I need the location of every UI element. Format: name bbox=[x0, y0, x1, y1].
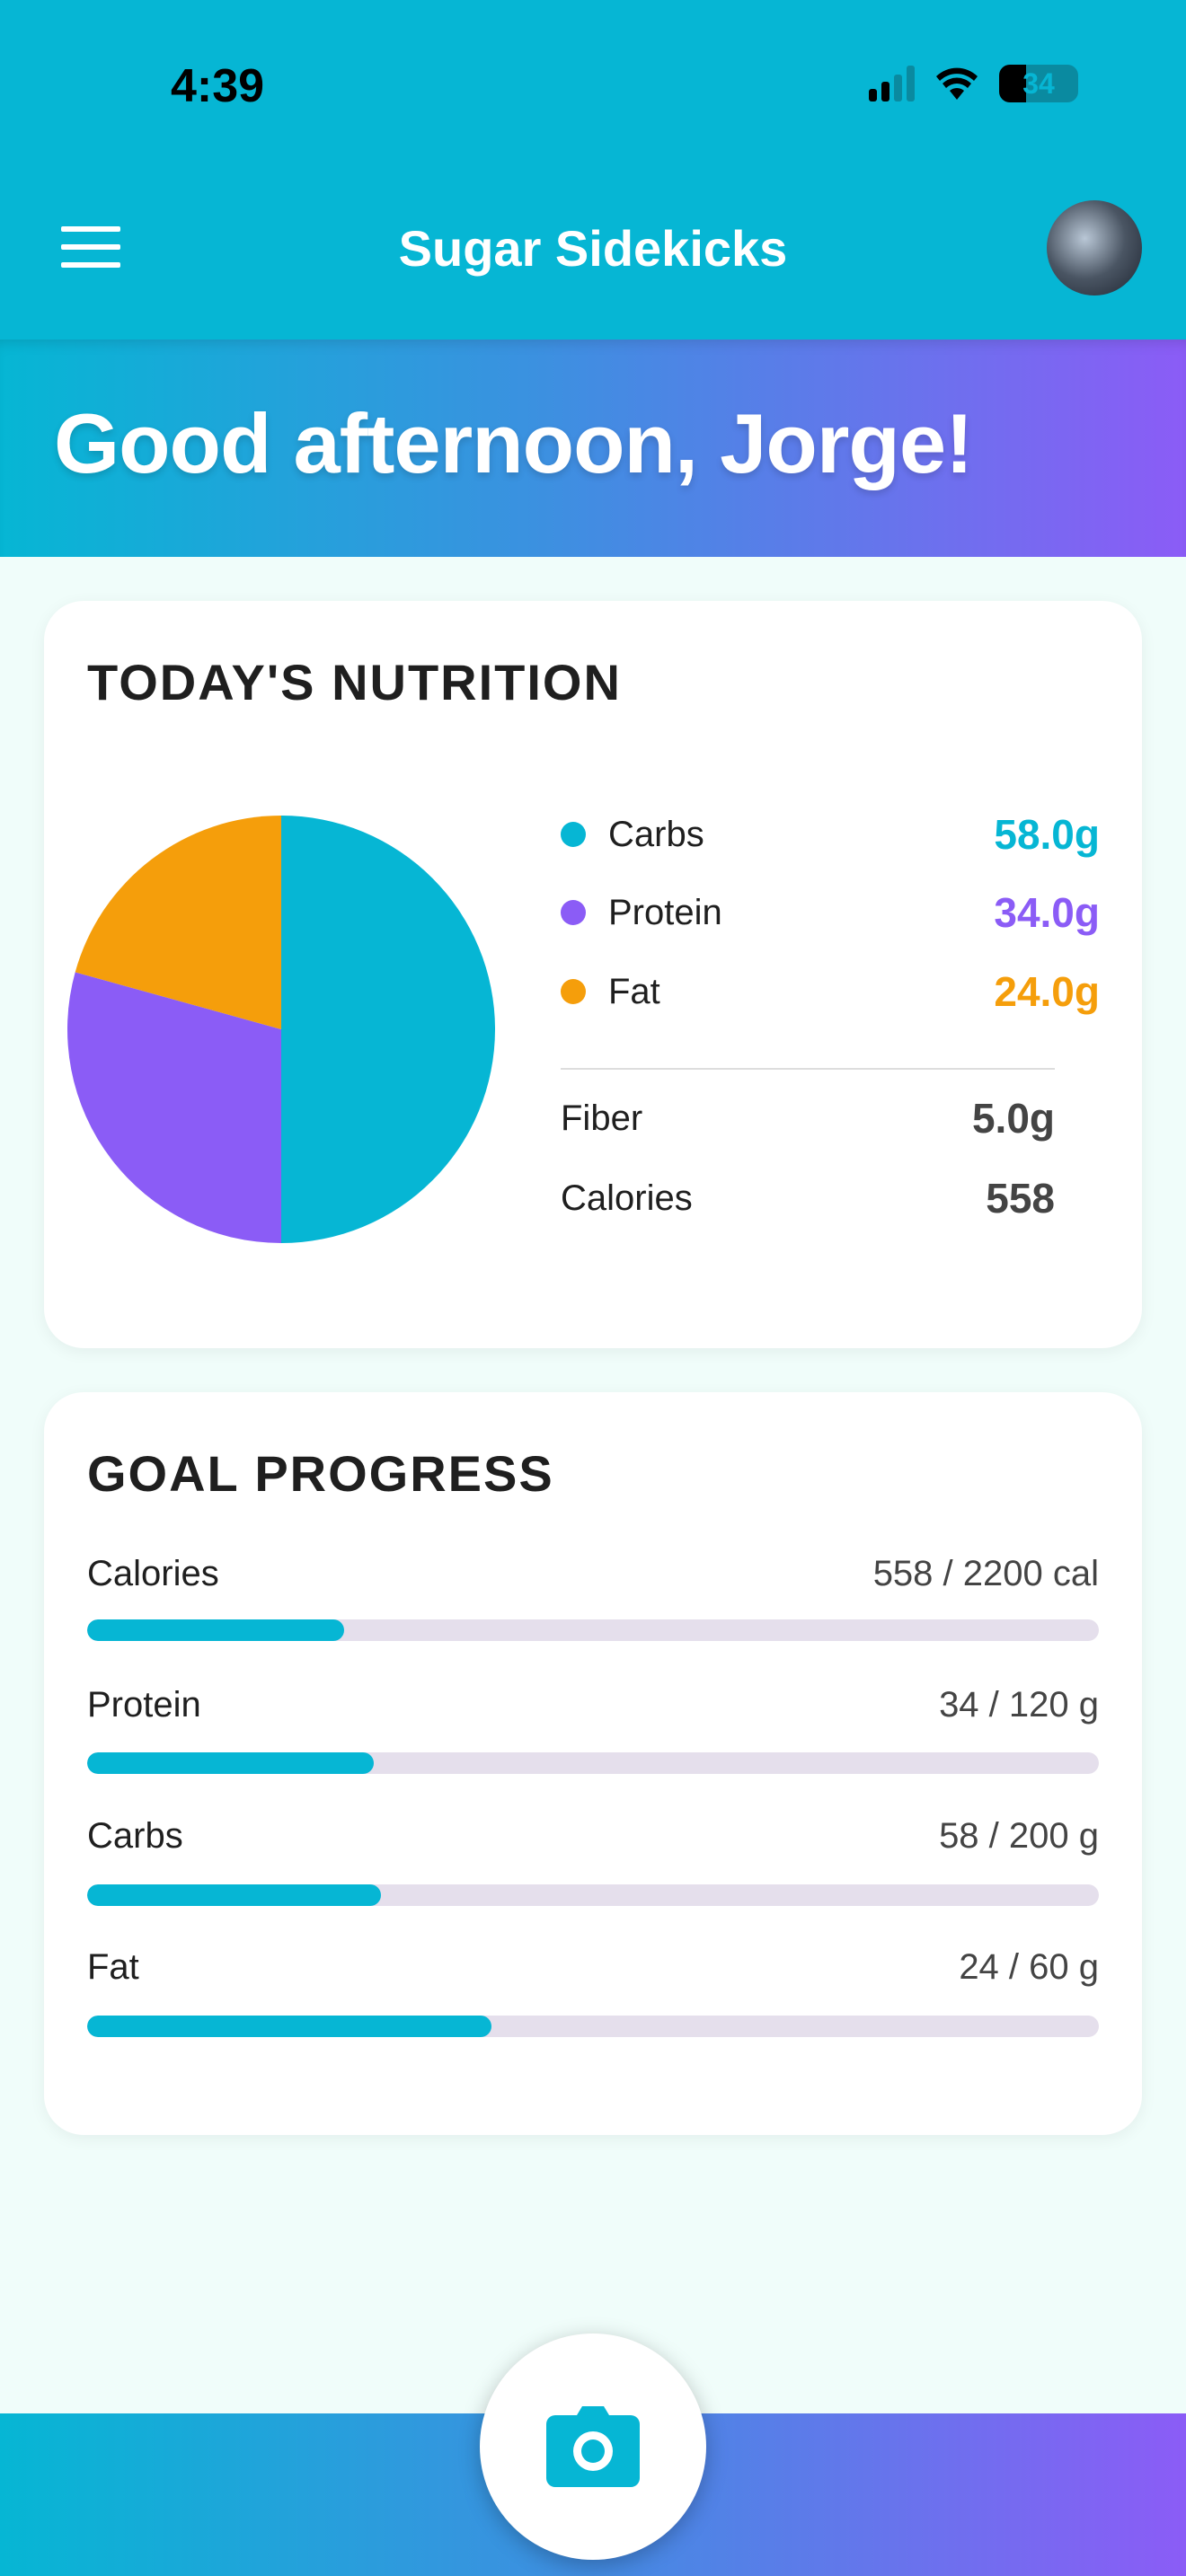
protein-dot-icon bbox=[561, 900, 586, 925]
stat-value: 558 bbox=[986, 1175, 1055, 1222]
goal-protein: Protein 34 / 120 g bbox=[87, 1685, 1099, 1725]
legend-carbs: Carbs 58.0g bbox=[561, 807, 1100, 861]
camera-button[interactable] bbox=[480, 2333, 706, 2560]
app-header bbox=[0, 0, 1186, 340]
cellular-signal-icon bbox=[869, 66, 915, 101]
stat-label: Fiber bbox=[561, 1098, 643, 1138]
goal-label: Protein bbox=[87, 1685, 201, 1725]
stat-label: Calories bbox=[561, 1178, 693, 1218]
avatar[interactable] bbox=[1047, 200, 1142, 296]
progress-fill bbox=[87, 2016, 492, 2037]
legend-value: 58.0g bbox=[994, 811, 1100, 858]
app-title: Sugar Sidekicks bbox=[398, 220, 788, 277]
pie-slice-protein bbox=[66, 972, 281, 1243]
progress-fill bbox=[87, 1884, 381, 1906]
stat-value: 5.0g bbox=[971, 1095, 1055, 1142]
goal-value: 24 / 60 g bbox=[959, 1947, 1099, 1987]
goal-progress-card: GOAL PROGRESS Calories 558 / 2200 cal Pro… bbox=[44, 1392, 1142, 2135]
wifi-icon bbox=[936, 67, 978, 100]
pie-slice-fat bbox=[75, 816, 281, 1029]
stat-calories: Calories 558 bbox=[561, 1171, 1055, 1225]
stat-fiber: Fiber 5.0g bbox=[561, 1091, 1055, 1145]
status-icons: 34 bbox=[869, 65, 1078, 102]
goal-value: 558 / 2200 cal bbox=[872, 1554, 1099, 1593]
legend-label: Fat bbox=[608, 971, 660, 1011]
goal-fat: Fat 24 / 60 g bbox=[87, 1947, 1099, 1988]
status-time: 4:39 bbox=[171, 60, 265, 112]
goal-value: 58 / 200 g bbox=[939, 1816, 1099, 1856]
carbs-progress-bar bbox=[87, 1884, 1099, 1906]
legend-fat: Fat 24.0g bbox=[561, 965, 1100, 1019]
fat-dot-icon bbox=[561, 979, 586, 1004]
legend-label: Protein bbox=[608, 892, 722, 932]
legend-value: 34.0g bbox=[994, 889, 1100, 936]
legend-value: 24.0g bbox=[994, 968, 1100, 1015]
protein-progress-bar bbox=[87, 1752, 1099, 1774]
hamburger-icon[interactable] bbox=[61, 226, 120, 268]
battery-icon: 34 bbox=[999, 65, 1078, 102]
greeting-text: Good afternoon, Jorge! bbox=[54, 396, 973, 490]
calories-progress-bar bbox=[87, 1619, 1099, 1641]
goal-label: Fat bbox=[87, 1947, 139, 1987]
battery-level: 34 bbox=[1022, 66, 1055, 100]
goal-label: Carbs bbox=[87, 1816, 183, 1856]
carbs-dot-icon bbox=[561, 822, 586, 847]
pie-slice-carbs bbox=[281, 816, 495, 1243]
goal-label: Calories bbox=[87, 1554, 219, 1593]
goal-progress-title: GOAL PROGRESS bbox=[87, 1445, 554, 1502]
progress-fill bbox=[87, 1619, 344, 1641]
fat-progress-bar bbox=[87, 2016, 1099, 2037]
camera-icon bbox=[546, 2406, 640, 2487]
greeting-banner bbox=[0, 340, 1186, 557]
divider bbox=[561, 1068, 1055, 1070]
goal-value: 34 / 120 g bbox=[939, 1685, 1099, 1725]
progress-fill bbox=[87, 1752, 374, 1774]
legend-label: Carbs bbox=[608, 814, 704, 854]
legend-protein: Protein 34.0g bbox=[561, 886, 1100, 940]
goal-calories: Calories 558 / 2200 cal bbox=[87, 1554, 1099, 1594]
nutrition-title: TODAY'S NUTRITION bbox=[87, 654, 622, 710]
goal-carbs: Carbs 58 / 200 g bbox=[87, 1816, 1099, 1857]
nutrition-pie-chart bbox=[66, 816, 495, 1243]
